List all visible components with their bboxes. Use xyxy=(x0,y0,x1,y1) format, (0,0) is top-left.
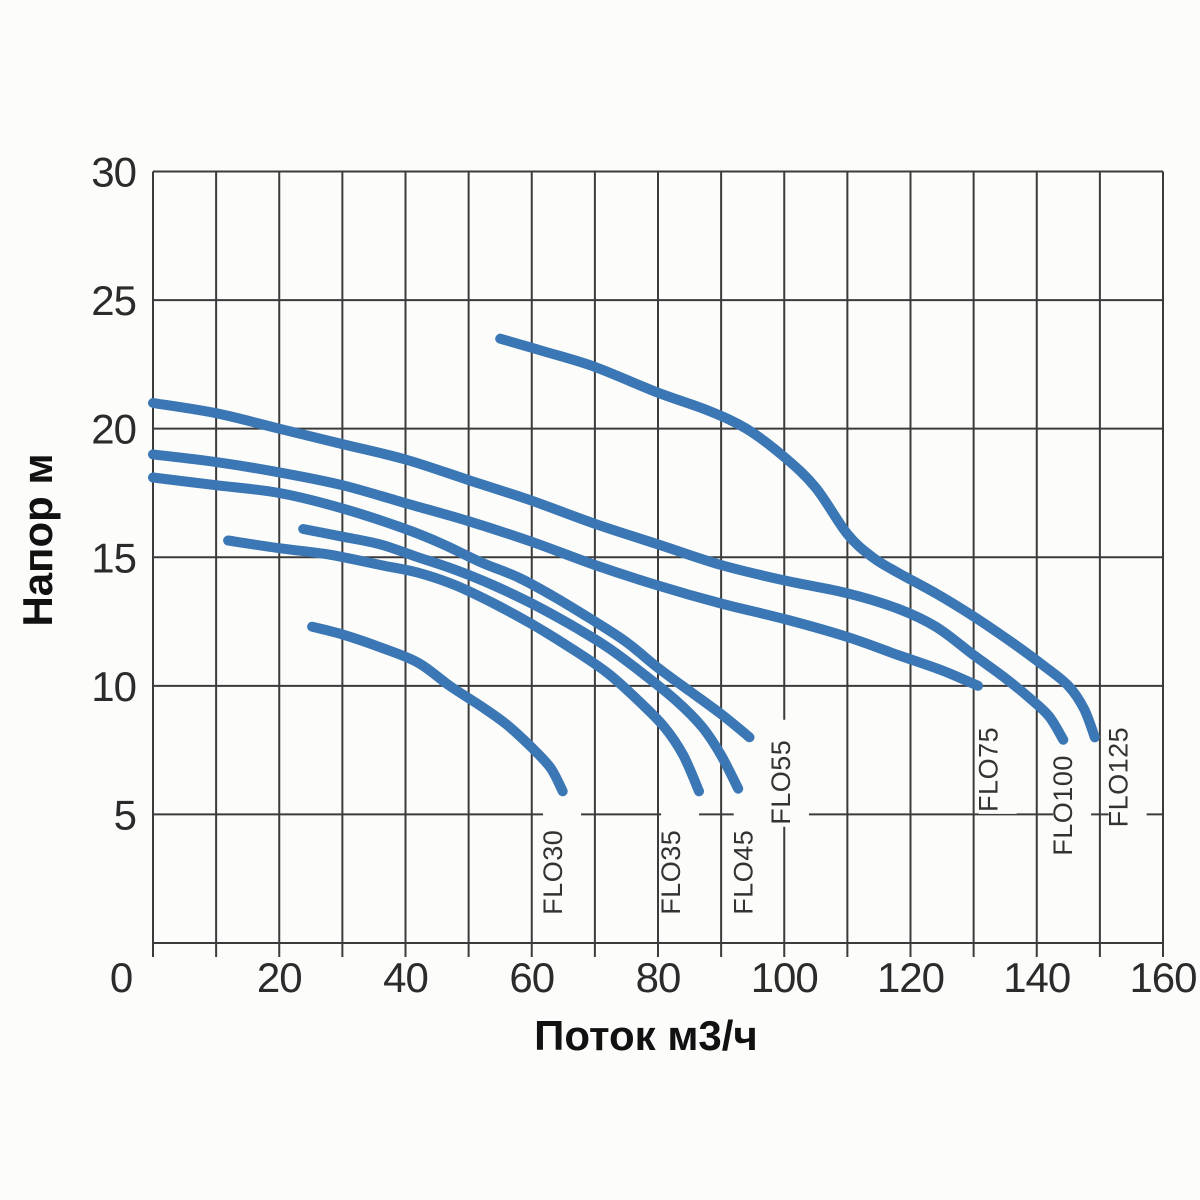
x-tick-label-20: 20 xyxy=(257,954,302,1001)
curve-label-bg-flo100 xyxy=(1053,734,1092,859)
curve-label-flo75: FLO75 xyxy=(974,727,1004,812)
x-tick-label-100: 100 xyxy=(751,954,818,1001)
curve-label-bg-flo30 xyxy=(543,809,582,917)
x-tick-label-60: 60 xyxy=(509,954,554,1001)
x-tick-label-120: 120 xyxy=(877,954,944,1001)
curve-label-bg-flo55 xyxy=(770,719,809,827)
y-axis-title: Напор м xyxy=(14,453,61,626)
curve-label-flo100: FLO100 xyxy=(1048,755,1078,856)
x-tick-label-40: 40 xyxy=(383,954,428,1001)
x-tick-label-140: 140 xyxy=(1003,954,1070,1001)
y-tick-label-20: 20 xyxy=(91,406,136,453)
curve-flo55 xyxy=(148,472,755,743)
curve-label-flo125: FLO125 xyxy=(1104,727,1134,828)
x-axis-title: Поток м3/ч xyxy=(534,1012,758,1059)
y-tick-label-30: 30 xyxy=(91,149,136,196)
curve-label-bg-flo35 xyxy=(661,809,700,917)
curve-label-bg-flo75 xyxy=(978,706,1017,814)
curve-flo75 xyxy=(148,449,983,691)
curve-flo30 xyxy=(307,621,568,797)
tick-layer: 0 20 40 60 80 100 120 140 160 5 10 15 20 25 30 xyxy=(91,149,1197,1002)
x-tick-label-0: 0 xyxy=(110,954,132,1001)
y-tick-label-5: 5 xyxy=(114,791,136,838)
curve-layer xyxy=(148,333,1100,797)
y-tick-label-10: 10 xyxy=(91,663,136,710)
curve-label-flo30: FLO30 xyxy=(538,830,568,915)
y-tick-label-15: 15 xyxy=(91,534,136,581)
curve-label-bg-flo45 xyxy=(733,809,772,917)
curve-flo35 xyxy=(223,535,704,797)
curve-label-flo45: FLO45 xyxy=(729,830,759,915)
curve-label-bg-flo125 xyxy=(1108,706,1147,831)
curve-label-flo35: FLO35 xyxy=(656,830,686,915)
curve-flo100 xyxy=(148,398,1069,745)
x-tick-label-80: 80 xyxy=(636,954,681,1001)
curve-label-flo55: FLO55 xyxy=(766,740,796,825)
grid-layer xyxy=(152,170,1164,944)
x-tick-label-160: 160 xyxy=(1129,954,1196,1001)
curve-flo125 xyxy=(495,333,1100,743)
y-tick-label-25: 25 xyxy=(91,277,136,324)
curve-flo45 xyxy=(298,524,744,794)
